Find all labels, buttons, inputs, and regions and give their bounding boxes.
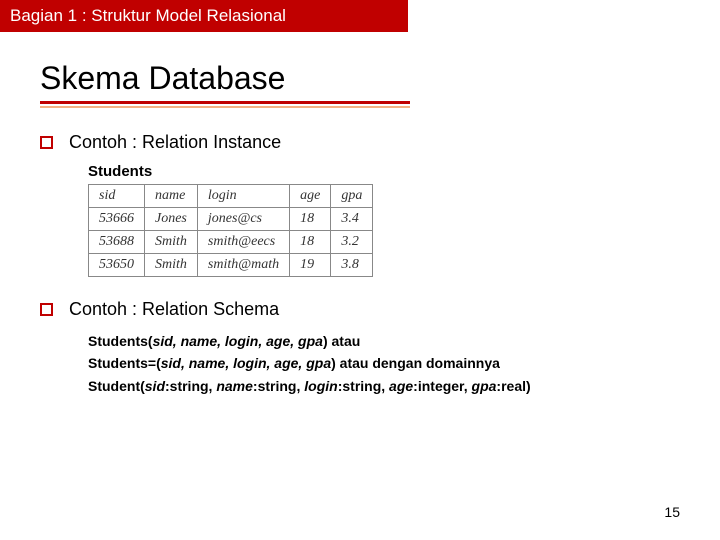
col-sid: sid xyxy=(89,185,145,208)
cell: 3.2 xyxy=(331,231,373,254)
schema-text: ) atau xyxy=(323,333,360,349)
page-number: 15 xyxy=(664,504,680,520)
schema-text: sid, name, login, age, gpa xyxy=(161,355,331,371)
page-title: Skema Database xyxy=(40,60,720,101)
cell: 53666 xyxy=(89,208,145,231)
content-area: Contoh : Relation Instance Students sid … xyxy=(40,132,680,397)
cell: 53688 xyxy=(89,231,145,254)
bullet-marker-icon xyxy=(40,136,53,149)
schema-text: login xyxy=(304,378,337,394)
schema-text: name xyxy=(216,378,253,394)
schema-text: gpa xyxy=(472,378,497,394)
bullet-schema-label: Contoh : Relation Schema xyxy=(69,299,279,320)
schema-line-1: Students(sid, name, login, age, gpa) ata… xyxy=(88,330,680,352)
col-gpa: gpa xyxy=(331,185,373,208)
schema-text: sid, name, login, age, gpa xyxy=(153,333,323,349)
bullet-instance-label: Contoh : Relation Instance xyxy=(69,132,281,153)
cell: 19 xyxy=(290,254,331,277)
students-table-wrap: sid name login age gpa 53666 Jones jones… xyxy=(88,184,680,277)
cell: 3.4 xyxy=(331,208,373,231)
section-header-text: Bagian 1 : Struktur Model Relasional xyxy=(10,6,286,25)
schema-line-3: Student(sid:string, name:string, login:s… xyxy=(88,375,680,397)
schema-text: Students=( xyxy=(88,355,161,371)
schema-text: ) atau dengan domainnya xyxy=(331,355,500,371)
schema-text: Students( xyxy=(88,333,153,349)
cell: smith@eecs xyxy=(197,231,289,254)
schema-text: :string, xyxy=(338,378,389,394)
cell: Smith xyxy=(145,231,198,254)
table-row: 53688 Smith smith@eecs 18 3.2 xyxy=(89,231,373,254)
cell: Smith xyxy=(145,254,198,277)
cell: smith@math xyxy=(197,254,289,277)
col-login: login xyxy=(197,185,289,208)
bullet-relation-instance: Contoh : Relation Instance xyxy=(40,132,680,153)
schema-definition-block: Students(sid, name, login, age, gpa) ata… xyxy=(88,330,680,397)
table-row: 53666 Jones jones@cs 18 3.4 xyxy=(89,208,373,231)
schema-text: :string, xyxy=(253,378,304,394)
schema-text: age xyxy=(389,378,413,394)
title-underline-secondary xyxy=(40,106,410,108)
section-header: Bagian 1 : Struktur Model Relasional xyxy=(0,0,408,32)
cell: 3.8 xyxy=(331,254,373,277)
cell: Jones xyxy=(145,208,198,231)
title-underline-primary xyxy=(40,101,410,104)
table-header-row: sid name login age gpa xyxy=(89,185,373,208)
cell: 53650 xyxy=(89,254,145,277)
schema-text: :integer, xyxy=(413,378,471,394)
col-name: name xyxy=(145,185,198,208)
cell: 18 xyxy=(290,231,331,254)
bullet-marker-icon xyxy=(40,303,53,316)
title-block: Skema Database xyxy=(40,60,720,108)
table-row: 53650 Smith smith@math 19 3.8 xyxy=(89,254,373,277)
bullet-relation-schema: Contoh : Relation Schema xyxy=(40,299,680,320)
schema-text: :real) xyxy=(496,378,530,394)
cell: 18 xyxy=(290,208,331,231)
schema-text: :string, xyxy=(165,378,216,394)
cell: jones@cs xyxy=(197,208,289,231)
col-age: age xyxy=(290,185,331,208)
students-caption: Students xyxy=(88,163,680,180)
schema-line-2: Students=(sid, name, login, age, gpa) at… xyxy=(88,352,680,374)
schema-text: Student( xyxy=(88,378,145,394)
students-table: sid name login age gpa 53666 Jones jones… xyxy=(88,184,373,277)
schema-text: sid xyxy=(145,378,165,394)
